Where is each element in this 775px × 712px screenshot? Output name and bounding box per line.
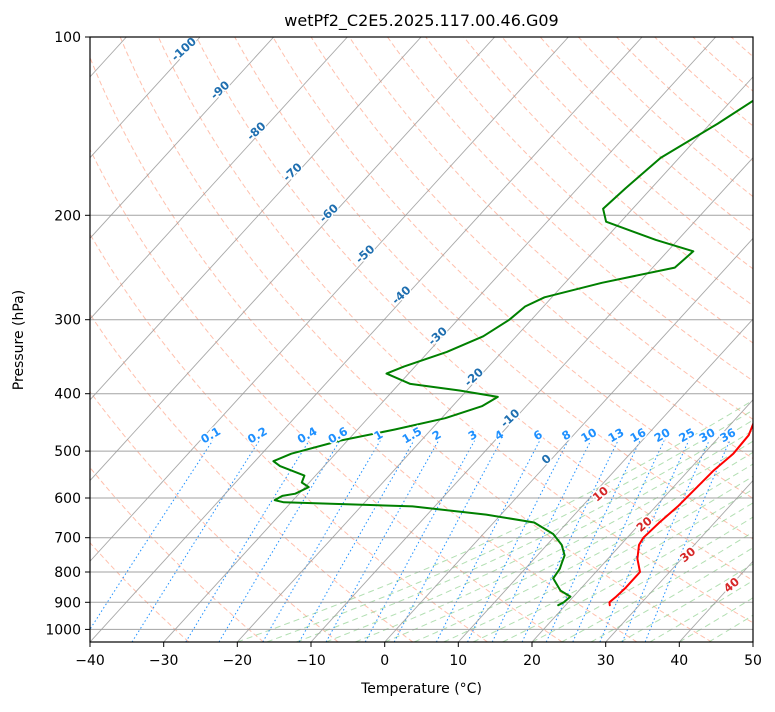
y-tick-label: 100: [54, 30, 81, 46]
dry-adiabat-line: [578, 37, 775, 642]
dry-adiabat-line: [0, 37, 338, 642]
moist-adiabat-line: [444, 37, 775, 642]
moist-adiabat-line: [532, 37, 775, 642]
dry-adiabat-line: [388, 37, 775, 642]
isotherm-line: [0, 37, 347, 642]
y-tick-label: 800: [54, 565, 81, 581]
x-tick-label: −10: [296, 653, 326, 669]
isotherm-label: -20: [461, 365, 486, 389]
mixing-ratio-label: 13: [606, 425, 627, 445]
isotherm-label: -100: [168, 34, 199, 64]
mixing-ratio-label: 10: [578, 425, 599, 445]
mixing-ratio-line: [219, 441, 340, 642]
mixing-ratio-label: 6: [531, 427, 545, 443]
mixing-ratio-line: [132, 441, 259, 642]
x-tick-label: −30: [149, 653, 179, 669]
y-tick-label: 900: [54, 595, 81, 611]
plot-frame: [90, 37, 753, 642]
moist-adiabat-label: 30: [677, 544, 698, 565]
mixing-ratio-label: 16: [628, 425, 649, 445]
mixing-ratio-label: 36: [717, 425, 738, 445]
x-axis-label: Temperature (°C): [360, 681, 482, 697]
mixing-ratio-line: [299, 441, 414, 642]
mixing-ratio-line: [522, 441, 618, 642]
dry-adiabat-line: [0, 37, 413, 642]
mixing-ratio-label: 0.4: [295, 424, 320, 446]
x-tick-label: 50: [744, 653, 762, 669]
isotherm-label: -80: [244, 119, 269, 143]
isotherm-label: -30: [425, 324, 450, 348]
dry-adiabat-line: [769, 37, 775, 642]
moist-adiabat-line: [709, 37, 775, 642]
moist-adiabat-line: [267, 37, 775, 642]
mixing-ratio-label: 0.1: [198, 424, 223, 446]
moist-adiabat-label: 40: [721, 574, 742, 595]
x-tick-label: 20: [523, 653, 541, 669]
x-tick-label: 40: [670, 653, 688, 669]
isotherm-line: [0, 37, 421, 642]
isotherm-label: -70: [280, 160, 305, 184]
isotherm-line: [753, 37, 775, 642]
isotherm-line: [90, 37, 642, 642]
x-tick-label: 30: [597, 653, 615, 669]
dry-adiabat-line: [617, 37, 775, 642]
moist-adiabat-line: [562, 37, 775, 642]
mixing-ratio-label: 1: [371, 427, 385, 443]
y-tick-label: 500: [54, 444, 81, 460]
mixing-ratio-line: [645, 441, 730, 642]
moist-adiabat-line: [620, 37, 775, 642]
dry-adiabat-line: [0, 37, 263, 642]
x-tick-label: 0: [380, 653, 389, 669]
mixing-ratio-label: 2: [430, 427, 444, 443]
x-tick-label: 10: [449, 653, 467, 669]
mixing-ratio-line: [622, 441, 709, 642]
y-tick-label: 200: [54, 208, 81, 224]
isotherm-label: -50: [353, 242, 378, 266]
chart-title: wetPf2_C2E5.2025.117.00.46.G09: [284, 11, 558, 31]
y-axis-label: Pressure (hPa): [11, 290, 27, 390]
y-tick-label: 700: [54, 531, 81, 547]
mixing-ratio-label: 20: [652, 425, 673, 445]
mixing-ratio-line: [263, 441, 381, 642]
isotherm-label: -60: [316, 201, 341, 225]
mixing-ratio-label: 3: [466, 427, 480, 443]
dry-adiabat-line: [82, 37, 637, 642]
x-tick-label: −40: [75, 653, 105, 669]
mixing-ratio-line: [365, 441, 474, 642]
mixing-ratio-label: 8: [559, 427, 573, 443]
isotherm-line: [0, 37, 200, 642]
isotherm-label: -10: [498, 406, 523, 430]
y-tick-label: 400: [54, 387, 81, 403]
mixing-ratio-line: [82, 441, 213, 642]
y-tick-label: 600: [54, 491, 81, 507]
isotherm-line: [16, 37, 568, 642]
mixing-ratio-label: 0.2: [245, 424, 270, 446]
y-tick-label: 1000: [45, 622, 81, 638]
dry-adiabat-line: [273, 37, 775, 642]
isotherm-label: -40: [389, 283, 414, 307]
moist-adiabat-line: [326, 37, 775, 642]
isotherm-label: -90: [208, 78, 233, 102]
dry-adiabat-line: [464, 37, 775, 642]
y-tick-label: 300: [54, 313, 81, 329]
mixing-ratio-line: [546, 441, 640, 642]
isotherm-line: [0, 37, 495, 642]
mixing-ratio-line: [394, 441, 501, 642]
mixing-ratio-line: [326, 441, 439, 642]
dry-adiabat-line: [120, 37, 712, 642]
moist-adiabat-label: 20: [633, 514, 654, 535]
mixing-ratio-label: 25: [676, 425, 697, 445]
dry-adiabat-line: [540, 37, 775, 642]
isotherm-label: 0: [539, 451, 554, 467]
dry-adiabat-line: [0, 37, 189, 642]
temperature-profile-line: [609, 37, 775, 605]
isotherm-line: [532, 37, 775, 642]
isotherm-line: [458, 37, 775, 642]
x-tick-label: −20: [223, 653, 253, 669]
